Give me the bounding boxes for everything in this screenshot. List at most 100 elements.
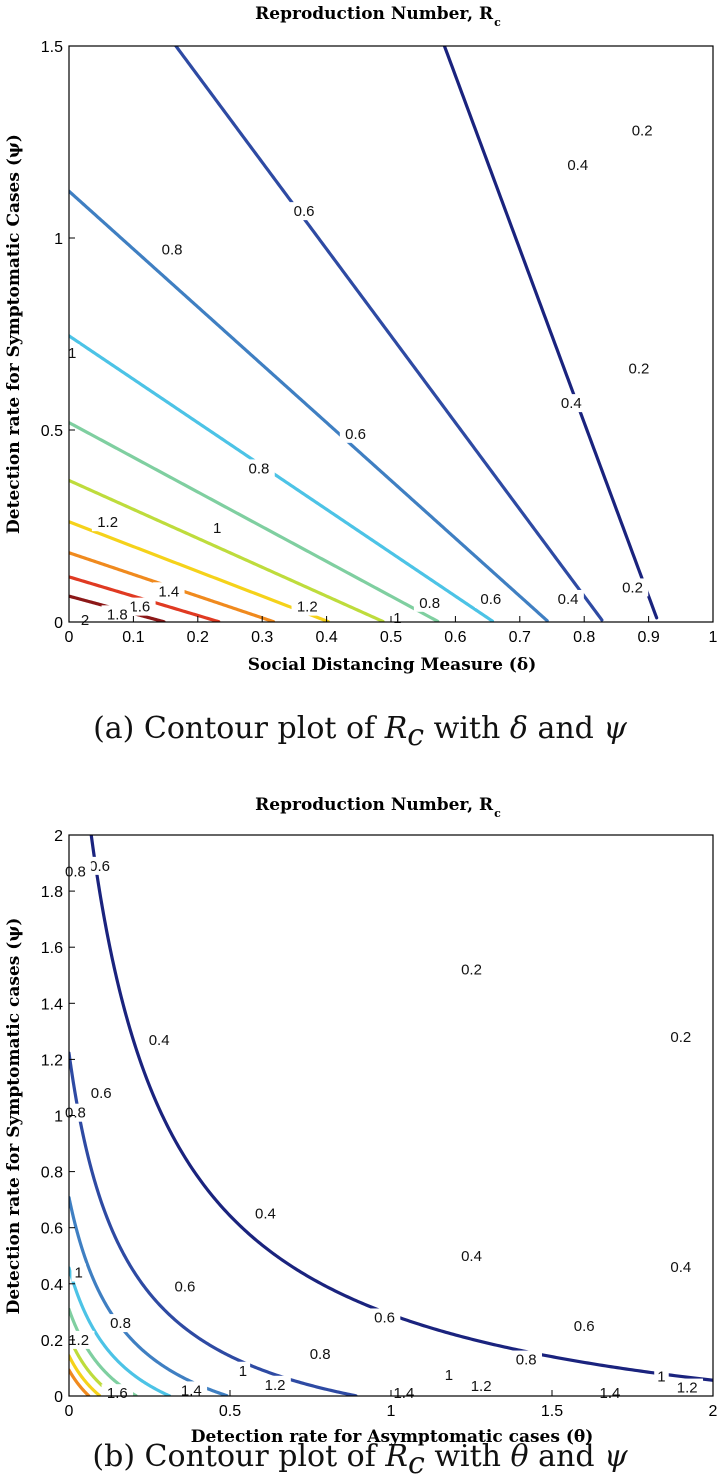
svg-text:1: 1 bbox=[213, 520, 221, 537]
contour-label: 0.6 bbox=[475, 590, 507, 608]
svg-text:0.2: 0.2 bbox=[461, 962, 482, 979]
contour-label: 0.6 bbox=[340, 425, 372, 443]
y-tick-label: 1.4 bbox=[41, 996, 63, 1013]
svg-text:0.4: 0.4 bbox=[558, 591, 579, 608]
y-tick-label: 1.2 bbox=[41, 1052, 63, 1069]
contour-label: 0.4 bbox=[562, 156, 594, 174]
svg-text:1: 1 bbox=[657, 1368, 665, 1385]
svg-text:0.8: 0.8 bbox=[419, 595, 440, 612]
y-tick-label: 0.6 bbox=[41, 1221, 63, 1238]
x-axis-label-a: Social Distancing Measure (δ) bbox=[248, 655, 537, 675]
svg-text:0.2: 0.2 bbox=[622, 579, 643, 596]
svg-text:0.8: 0.8 bbox=[162, 242, 183, 259]
svg-text:0.4: 0.4 bbox=[461, 1248, 482, 1265]
contour-label: 0.2 bbox=[623, 360, 655, 378]
contour-label: 1.4 bbox=[176, 1381, 208, 1399]
x-tick-label: 0.3 bbox=[251, 629, 273, 646]
svg-text:0.8: 0.8 bbox=[516, 1352, 537, 1369]
x-tick-label: 0.6 bbox=[444, 629, 466, 646]
contour-label: 1.2 bbox=[92, 513, 124, 531]
svg-text:1.4: 1.4 bbox=[393, 1385, 414, 1402]
y-tick-label: 0 bbox=[54, 615, 63, 632]
contour-label: 0.2 bbox=[456, 961, 488, 979]
contour-label: 1 bbox=[654, 1367, 669, 1385]
contour-label: 0.2 bbox=[626, 121, 658, 139]
svg-text:1: 1 bbox=[239, 1363, 247, 1380]
y-tick-label: 2 bbox=[54, 828, 63, 845]
contour-label: 0.4 bbox=[556, 394, 588, 412]
contour-label: 0.6 bbox=[169, 1278, 201, 1296]
y-tick-label: 1.8 bbox=[41, 884, 63, 901]
contour-label: 1.2 bbox=[465, 1377, 497, 1395]
svg-text:0.8: 0.8 bbox=[310, 1346, 331, 1363]
figure-b: Reproduction Number, Rc 0.2 0.2 0.4 0.4 0.4 0… bbox=[0, 790, 720, 1474]
contour-label: 1.4 bbox=[153, 582, 185, 600]
svg-text:1.2: 1.2 bbox=[265, 1377, 286, 1394]
svg-text:2: 2 bbox=[81, 612, 89, 629]
contour-label: 1 bbox=[390, 609, 405, 627]
caption-a: (a) Contour plot of Rc with δ and ψ bbox=[93, 711, 627, 753]
svg-text:1.6: 1.6 bbox=[107, 1385, 128, 1402]
contour-label: 0.6 bbox=[288, 202, 320, 220]
svg-text:0.6: 0.6 bbox=[480, 591, 501, 608]
chart-title-a: Reproduction Number, Rc bbox=[255, 4, 501, 29]
svg-text:1.4: 1.4 bbox=[181, 1382, 202, 1399]
contour-chart-a: Reproduction Number, Rc 0.2 0.2 0.2 0.4 0.4 0… bbox=[0, 0, 720, 760]
svg-text:1.4: 1.4 bbox=[158, 583, 179, 600]
svg-text:1.2: 1.2 bbox=[677, 1380, 698, 1397]
svg-text:0.6: 0.6 bbox=[345, 426, 366, 443]
contour-label: 1.8 bbox=[102, 605, 134, 623]
contour-label: 1.2 bbox=[292, 598, 324, 616]
x-tick-label: 1.5 bbox=[541, 1403, 563, 1420]
contour-label: 1 bbox=[65, 344, 80, 362]
contour-label: 1 bbox=[236, 1362, 251, 1380]
svg-text:0.6: 0.6 bbox=[91, 1085, 112, 1102]
svg-text:0.6: 0.6 bbox=[374, 1309, 395, 1326]
contour-label: 2 bbox=[78, 611, 93, 629]
svg-text:1: 1 bbox=[393, 610, 401, 627]
x-tick-label: 0 bbox=[65, 1403, 74, 1420]
svg-text:1.2: 1.2 bbox=[297, 599, 318, 616]
contour-label: 1.4 bbox=[388, 1384, 420, 1402]
svg-text:1.4: 1.4 bbox=[600, 1385, 621, 1402]
svg-text:0.4: 0.4 bbox=[255, 1206, 276, 1223]
figure-a: Reproduction Number, Rc 0.2 0.2 0.2 0.4 0.4 0… bbox=[0, 0, 720, 760]
chart-title-b: Reproduction Number, Rc bbox=[255, 795, 501, 820]
contour-label: 0.8 bbox=[304, 1345, 336, 1363]
svg-text:0.4: 0.4 bbox=[561, 395, 582, 412]
contour-label: 0.8 bbox=[243, 459, 274, 477]
x-tick-label: 0.9 bbox=[637, 629, 659, 646]
x-tick-label: 2 bbox=[709, 1403, 718, 1420]
contour-label: 1.6 bbox=[102, 1384, 134, 1402]
svg-text:0.8: 0.8 bbox=[249, 460, 270, 477]
y-tick-label: 0.8 bbox=[41, 1165, 63, 1182]
contour-label: 0.6 bbox=[85, 1084, 117, 1102]
svg-text:1.2: 1.2 bbox=[97, 514, 118, 531]
contour-label: 0.6 bbox=[568, 1317, 600, 1335]
y-tick-label: 0.5 bbox=[41, 423, 63, 440]
svg-text:0.4: 0.4 bbox=[567, 157, 588, 174]
x-tick-label: 0.8 bbox=[573, 629, 595, 646]
y-tick-label: 1 bbox=[54, 1109, 63, 1126]
x-tick-label: 1 bbox=[709, 629, 718, 646]
svg-text:1: 1 bbox=[445, 1367, 453, 1384]
svg-text:0.8: 0.8 bbox=[65, 1105, 86, 1122]
contour-label: 1 bbox=[442, 1366, 457, 1384]
contour-label: 0.2 bbox=[617, 578, 649, 596]
svg-text:0.2: 0.2 bbox=[629, 361, 650, 378]
contour-label: 1 bbox=[71, 1264, 86, 1282]
svg-text:0.8: 0.8 bbox=[65, 863, 86, 880]
svg-text:0.6: 0.6 bbox=[89, 858, 110, 875]
contour-label: 0.8 bbox=[60, 1104, 92, 1122]
contour-label: 0.8 bbox=[105, 1314, 136, 1332]
svg-text:0.6: 0.6 bbox=[294, 203, 315, 220]
x-tick-label: 0.4 bbox=[315, 629, 337, 646]
y-tick-label: 0.4 bbox=[41, 1277, 63, 1294]
contour-label: 1 bbox=[210, 519, 225, 537]
contour-label: 0.8 bbox=[414, 594, 446, 612]
contour-label: 0.2 bbox=[665, 1028, 697, 1046]
x-tick-label: 0.5 bbox=[219, 1403, 241, 1420]
svg-text:0.4: 0.4 bbox=[670, 1259, 691, 1276]
contour-label: 1.4 bbox=[594, 1384, 626, 1402]
x-tick-label: 0.5 bbox=[380, 629, 402, 646]
